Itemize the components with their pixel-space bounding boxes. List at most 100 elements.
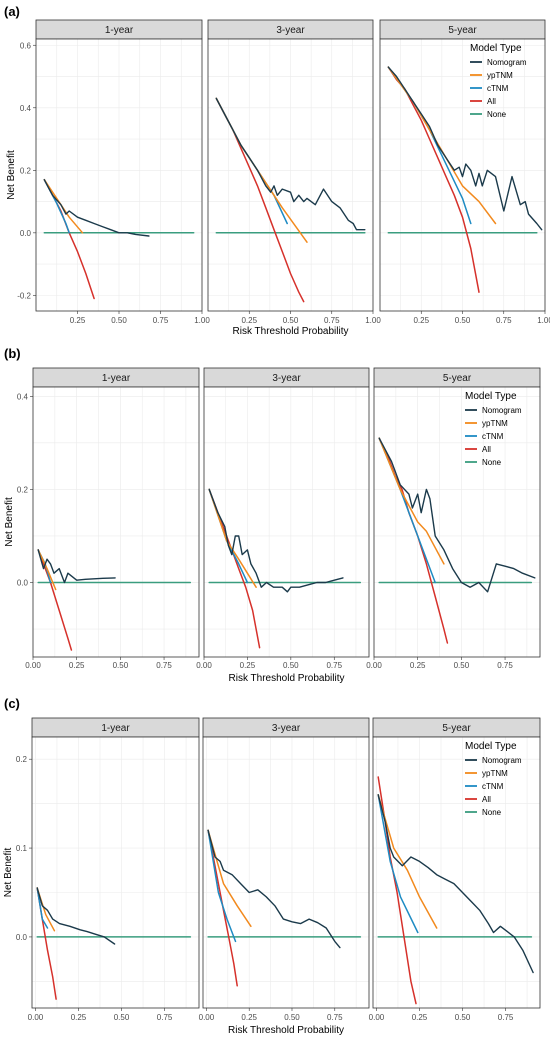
facet-5-year: 5-year 0.00 0.25 0.50 0.75 Model Type Nomogram… xyxy=(369,717,541,1022)
y-tick-label: 0.0 xyxy=(17,579,29,588)
x-axis-title: Risk Threshold Probability xyxy=(228,1025,344,1036)
x-tick-label: 0.50 xyxy=(284,1013,300,1022)
series-line-nomogram xyxy=(377,794,534,974)
series-line-nomogram xyxy=(36,887,116,945)
series-line-yptnm xyxy=(37,549,57,591)
facet-strip-label: 1-year xyxy=(102,373,131,384)
x-tick-label: 0.75 xyxy=(156,661,172,670)
x-tick-label: 0.75 xyxy=(157,1013,173,1022)
x-tick-label: 0.50 xyxy=(114,1013,130,1022)
legend-label-ctnm: cTNM xyxy=(482,432,504,441)
panel-background xyxy=(203,737,369,1008)
series-line-nomogram xyxy=(378,437,536,593)
panel-letter: (c) xyxy=(4,696,20,711)
facet-1-year: 1-year 0.25 0.50 0.75 1.00 -0.2 0.0 0.2 0.4 0.6 xyxy=(17,19,210,325)
facet-strip-label: 5-year xyxy=(442,723,471,734)
series-line-yptnm xyxy=(43,178,84,234)
facet-3-year: 3-year 0.00 0.25 0.50 0.75 xyxy=(199,717,370,1022)
legend-label-none: None xyxy=(482,808,502,817)
facet-strip-label: 3-year xyxy=(272,723,301,734)
legend: Model Type Nomogram ypTNM cTNM All None xyxy=(470,43,527,119)
x-tick-label: 0.00 xyxy=(196,661,212,670)
x-tick-label: 0.50 xyxy=(455,1013,471,1022)
x-tick-label: 0.75 xyxy=(498,1013,514,1022)
facet-5-year: 5-year 0.00 0.25 0.50 0.75 Model Type Nomogram… xyxy=(366,367,541,670)
facet-strip-label: 5-year xyxy=(443,373,472,384)
series-line-yptnm xyxy=(208,488,257,588)
panel-letter: (a) xyxy=(4,4,20,19)
y-tick-label: 0.2 xyxy=(16,755,28,764)
y-axis-title: Net Benefit xyxy=(3,848,14,898)
x-tick-label: 0.00 xyxy=(366,661,382,670)
x-tick-label: 0.00 xyxy=(199,1013,215,1022)
series-line-yptnm xyxy=(377,794,438,929)
legend-title: Model Type xyxy=(470,43,522,54)
legend-label-yptnm: ypTNM xyxy=(482,419,508,428)
panel-background xyxy=(374,387,540,657)
series-line-nomogram xyxy=(208,488,344,593)
x-tick-label: 0.00 xyxy=(25,661,41,670)
x-tick-label: 0.50 xyxy=(113,661,129,670)
panel-border xyxy=(372,736,541,1009)
legend-label-none: None xyxy=(487,110,507,119)
x-tick-label: 0.75 xyxy=(496,316,512,325)
x-tick-label: 0.25 xyxy=(241,316,257,325)
x-tick-label: 0.25 xyxy=(241,1013,257,1022)
x-tick-label: 0.75 xyxy=(497,661,513,670)
panel-background xyxy=(204,387,369,657)
x-tick-label: 0.00 xyxy=(28,1013,44,1022)
y-tick-label: 0.1 xyxy=(16,844,28,853)
x-tick-label: 0.50 xyxy=(111,316,127,325)
series-line-yptnm xyxy=(378,437,445,565)
panel-border xyxy=(32,386,200,658)
panel-border xyxy=(203,386,370,658)
x-axis-title: Risk Threshold Probability xyxy=(233,326,349,337)
x-tick-label: 0.25 xyxy=(410,661,426,670)
gridlines xyxy=(373,737,540,1008)
y-tick-label: 0.6 xyxy=(20,41,32,50)
facet-1-year: 1-year 0.00 0.25 0.50 0.75 0.0 0.2 0.4 xyxy=(17,367,200,670)
x-tick-label: 0.25 xyxy=(413,316,429,325)
facet-strip-label: 1-year xyxy=(105,25,134,36)
x-tick-label: 0.25 xyxy=(412,1013,428,1022)
series-line-nomogram xyxy=(207,829,341,949)
x-tick-label: 0.50 xyxy=(283,316,299,325)
x-tick-label: 0.75 xyxy=(153,316,169,325)
legend-label-all: All xyxy=(487,97,496,106)
panel-border xyxy=(202,736,370,1009)
x-axis-title: Risk Threshold Probability xyxy=(229,673,345,684)
series-line-nomogram xyxy=(37,549,116,584)
panel-border xyxy=(31,736,200,1009)
facet-1-year: 1-year 0.00 0.25 0.50 0.75 0.0 0.1 0.2 xyxy=(16,717,200,1022)
panel-background xyxy=(33,387,199,657)
chart-a: (a) 1-year 0.25 0.50 0.75 1.00 -0.2 0.0 0.2 0.4 0.… xyxy=(4,4,550,337)
series-line-nomogram xyxy=(215,97,366,231)
x-tick-label: 0.50 xyxy=(455,316,471,325)
x-tick-label: 0.75 xyxy=(326,661,342,670)
legend-label-yptnm: ypTNM xyxy=(482,769,508,778)
x-tick-label: 0.75 xyxy=(324,316,340,325)
facet-3-year: 3-year 0.00 0.25 0.50 0.75 xyxy=(196,367,370,670)
legend-label-nomogram: Nomogram xyxy=(482,406,522,415)
series-line-ctnm xyxy=(377,794,419,934)
panel-background xyxy=(373,737,540,1008)
y-tick-label: 0.0 xyxy=(16,933,28,942)
legend-label-yptnm: ypTNM xyxy=(487,71,513,80)
y-tick-label: 0.4 xyxy=(17,392,29,401)
x-tick-label: 0.25 xyxy=(240,661,256,670)
x-tick-label: 1.00 xyxy=(194,316,210,325)
panel-letter: (b) xyxy=(4,346,21,361)
chart-b: (b) 1-year 0.00 0.25 0.50 0.75 0.0 0.2 0.4 3-year… xyxy=(4,346,541,684)
series-line-nomogram xyxy=(43,179,150,237)
facet-strip-label: 1-year xyxy=(101,723,130,734)
facet-strip-label: 3-year xyxy=(276,25,305,36)
x-tick-label: 0.50 xyxy=(283,661,299,670)
x-tick-label: 0.25 xyxy=(70,316,86,325)
facet-5-year: 5-year 0.25 0.50 0.75 1.00 Model Type Nomogram… xyxy=(379,19,550,325)
x-tick-label: 0.25 xyxy=(69,661,85,670)
series-line-all xyxy=(37,549,73,651)
x-tick-label: 1.00 xyxy=(365,316,381,325)
legend-label-all: All xyxy=(482,795,491,804)
y-tick-label: 0.2 xyxy=(20,166,32,175)
